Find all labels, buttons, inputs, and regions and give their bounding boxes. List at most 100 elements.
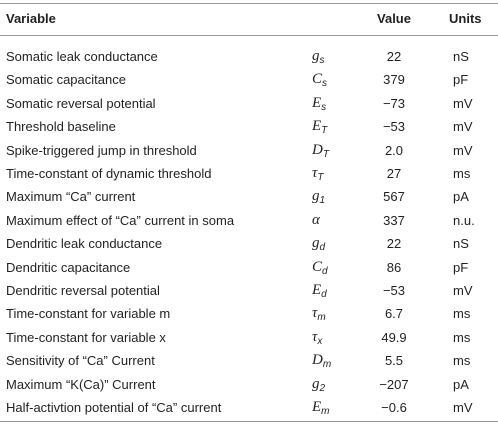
symbol-base: E [312, 282, 322, 298]
units-cell: nS [453, 236, 469, 252]
variable-cell: Maximum “K(Ca)” Current [6, 376, 156, 392]
units-cell: mV [453, 142, 473, 158]
units-cell: ms [453, 166, 471, 181]
symbol-cell: Dm [312, 352, 332, 371]
value-cell: 86 [386, 259, 402, 275]
symbol-base: g [312, 188, 320, 205]
symbol-subscript: s [321, 101, 327, 113]
value-cell: −73 [382, 95, 406, 111]
symbol-subscript: m [321, 406, 330, 417]
variable-cell: Dendritic reversal potential [6, 283, 160, 298]
symbol-base: τ [312, 165, 318, 181]
variable-cell: Somatic reversal potential [6, 95, 156, 111]
symbol-cell: Ed [312, 282, 327, 300]
symbol-cell: α [312, 212, 320, 228]
symbol-cell: τm [312, 305, 326, 324]
symbol-base: D [312, 141, 323, 158]
value-cell: 379 [383, 72, 405, 88]
variable-cell: Maximum effect of “Ca” current in soma [6, 212, 235, 228]
rule [0, 35, 498, 36]
symbol-subscript: 2 [319, 382, 326, 394]
variable-cell: Half-activtion potential of “Ca” current [6, 400, 222, 415]
symbol-base: g [312, 48, 320, 64]
variable-cell: Threshold baseline [6, 119, 116, 135]
variable-cell: Dendritic capacitance [6, 259, 131, 275]
variable-cell: Spike-triggered jump in threshold [6, 142, 197, 158]
symbol-cell: gs [312, 48, 325, 66]
symbol-cell: τT [312, 165, 324, 183]
value-cell: 22 [386, 236, 402, 252]
units-cell: mV [453, 119, 473, 135]
variable-cell: Somatic leak conductance [6, 49, 158, 64]
units-cell: ms [453, 306, 471, 322]
symbol-subscript: T [317, 172, 324, 183]
symbol-base: E [312, 399, 322, 415]
units-cell: pA [453, 189, 469, 205]
header-cell: Variable [6, 11, 56, 26]
symbol-subscript: d [319, 242, 326, 254]
symbol-base: g [312, 375, 320, 392]
symbol-base: C [312, 258, 323, 275]
variable-cell: Sensitivity of “Ca” Current [6, 353, 155, 369]
variable-cell: Time-constant of dynamic threshold [6, 166, 212, 181]
units-cell: ms [453, 329, 471, 345]
value-cell: −53 [382, 119, 406, 135]
value-cell: 6.7 [384, 306, 404, 322]
symbol-base: τ [312, 305, 318, 322]
variable-cell: Time-constant for variable x [6, 329, 166, 345]
symbol-cell: Em [312, 399, 330, 417]
value-cell: 22 [386, 49, 402, 64]
symbol-base: D [312, 352, 323, 369]
variable-cell: Dendritic leak conductance [6, 236, 163, 252]
symbol-subscript: x [317, 335, 323, 347]
symbol-subscript: d [321, 289, 327, 300]
symbol-subscript: T [322, 148, 329, 160]
units-cell: mV [453, 400, 473, 415]
symbol-base: τ [312, 328, 318, 345]
symbol-subscript: m [317, 312, 326, 324]
symbol-cell: τx [312, 328, 323, 347]
header-cell: Units [449, 11, 482, 26]
rule [0, 3, 498, 4]
units-cell: mV [453, 283, 473, 298]
symbol-cell: Cd [312, 258, 328, 277]
symbol-cell: Es [312, 94, 327, 113]
symbol-cell: g1 [312, 188, 326, 207]
symbol-base: α [312, 211, 320, 228]
variable-cell: Maximum “Ca” current [6, 189, 136, 205]
value-cell: −0.6 [381, 400, 407, 415]
symbol-subscript: m [322, 359, 332, 371]
symbol-subscript: s [322, 78, 328, 90]
symbol-cell: gd [312, 235, 326, 254]
units-cell: pA [453, 376, 469, 392]
symbol-cell: ET [312, 118, 328, 137]
symbol-subscript: T [321, 125, 328, 137]
rule [0, 421, 498, 422]
symbol-subscript: 1 [319, 195, 326, 207]
value-cell: −53 [382, 283, 406, 298]
symbol-subscript: d [322, 265, 328, 277]
value-cell: 337 [383, 212, 405, 228]
variable-cell: Time-constant for variable m [6, 306, 171, 322]
units-cell: mV [453, 95, 473, 111]
value-cell: −207 [379, 376, 409, 392]
value-cell: 5.5 [384, 353, 404, 369]
symbol-cell: g2 [312, 375, 326, 394]
symbol-cell: DT [312, 141, 329, 160]
value-cell: 49.9 [381, 329, 407, 345]
units-cell: ms [453, 353, 471, 369]
symbol-base: E [312, 118, 322, 135]
header-cell: Value [377, 11, 411, 26]
units-cell: n.u. [453, 212, 475, 228]
symbol-base: g [312, 235, 320, 252]
units-cell: nS [453, 49, 469, 64]
value-cell: 2.0 [384, 142, 404, 158]
variable-cell: Somatic capacitance [6, 72, 126, 88]
units-cell: pF [453, 72, 469, 88]
value-cell: 27 [386, 166, 402, 181]
symbol-base: E [312, 94, 322, 111]
units-cell: pF [453, 259, 469, 275]
symbol-subscript: s [319, 55, 325, 66]
symbol-base: C [312, 71, 323, 88]
